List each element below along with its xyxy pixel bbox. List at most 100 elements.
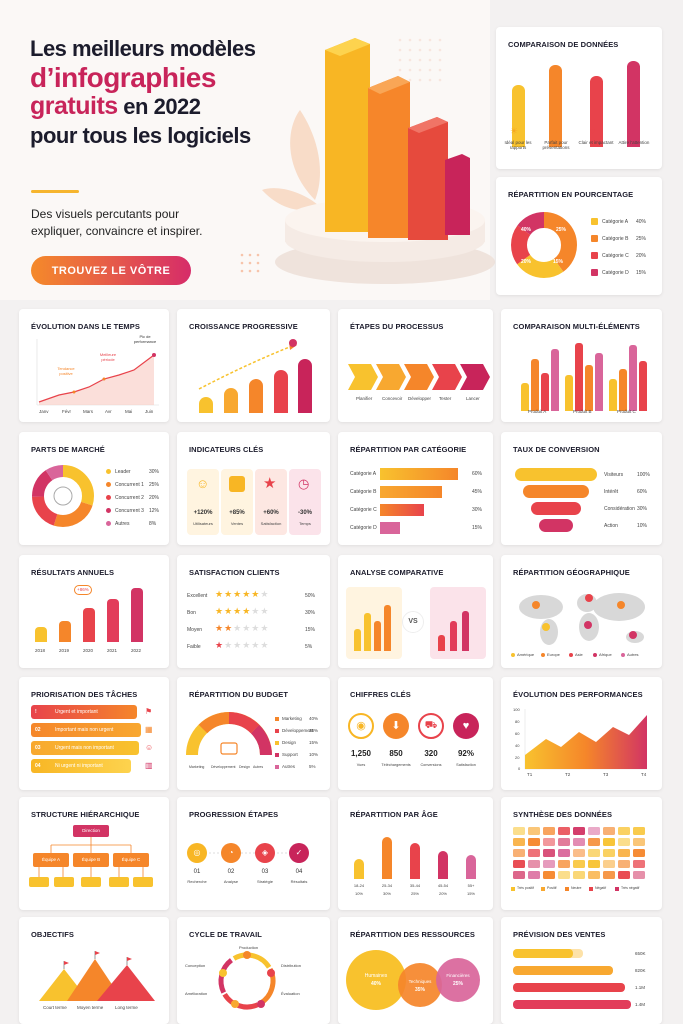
strategy-icon: ◈ xyxy=(255,843,275,863)
star-icon: ★ xyxy=(263,475,277,492)
chart-bar xyxy=(575,343,583,411)
heatmap-cell xyxy=(588,849,600,857)
heatmap-cell xyxy=(573,849,585,857)
star-rating: ★★★★★★ xyxy=(215,640,270,650)
funnel-level xyxy=(539,519,573,532)
cta-button[interactable]: TROUVEZ LE VÔTRE xyxy=(31,256,191,285)
chart-bar xyxy=(590,76,603,147)
card-repartition-age: RÉPARTITION PAR ÂGE 18-24 25-34 35-44 45… xyxy=(338,797,493,910)
user-icon: ☺ xyxy=(145,743,154,752)
card-progression-etapes: PROGRESSION ÉTAPES ◎ ◔ ◈ ✓ 01 02 03 04 R… xyxy=(177,797,330,910)
chart-bar xyxy=(450,621,457,651)
chart-bar xyxy=(380,504,424,516)
priority-row xyxy=(31,741,139,755)
heatmap-cell xyxy=(528,849,540,857)
card-priorisation-taches: PRIORISATION DES TÂCHES ! Urgent et impo… xyxy=(19,677,169,790)
heatmap-cell xyxy=(543,871,555,879)
chart-bar xyxy=(531,359,539,411)
sun-icon: ☀ xyxy=(510,126,519,136)
chart-bar xyxy=(466,855,476,879)
heatmap-cell xyxy=(603,838,615,846)
heatmap-cell xyxy=(603,849,615,857)
donut-chart xyxy=(32,465,94,527)
card-objectifs: OBJECTIFS Court terme Moyen terme Long t… xyxy=(19,917,169,1024)
heatmap-cell xyxy=(528,871,540,879)
user-icon: ☺ xyxy=(196,476,210,491)
heatmap-cell xyxy=(633,860,645,868)
chart-bar xyxy=(438,851,448,879)
cycle-diagram xyxy=(218,951,276,1010)
gauge-chart xyxy=(186,712,272,756)
chart-bar xyxy=(639,361,647,411)
heatmap-cell xyxy=(633,827,645,835)
heatmap-cell xyxy=(573,838,585,846)
analysis-icon: ◔ xyxy=(221,843,241,863)
card-analyse-comparative: ANALYSE COMPARATIVE VS xyxy=(338,555,493,668)
hero-divider xyxy=(31,190,79,193)
funnel-level xyxy=(523,485,589,498)
card-chiffres-cles: CHIFFRES CLÉS ◉ ⬇ ⛟ ♥ 1,250 850 320 92% … xyxy=(338,677,493,790)
chart-bar xyxy=(199,397,213,413)
heatmap-cell xyxy=(588,860,600,868)
mountain-chart xyxy=(39,951,155,1001)
star-rating: ★★★★★★ xyxy=(215,606,270,616)
results-icon: ✓ xyxy=(289,843,309,863)
heatmap-cell xyxy=(528,827,540,835)
heatmap-cell xyxy=(588,871,600,879)
card-repartition-categorie: RÉPARTITION PAR CATÉGORIE Catégorie A 60… xyxy=(338,432,493,545)
heatmap-cell xyxy=(543,838,555,846)
heatmap-cell xyxy=(558,871,570,879)
heatmap-cell xyxy=(633,871,645,879)
chart-bar xyxy=(629,345,637,411)
card-croissance-progressive: CROISSANCE PROGRESSIVE xyxy=(177,309,330,422)
hero-section: Les meilleurs modèles d’infographies gra… xyxy=(0,0,495,300)
chart-bar xyxy=(35,627,47,642)
chart-bar xyxy=(364,613,371,651)
chart-bar xyxy=(224,388,238,413)
area-chart xyxy=(36,339,159,406)
trash-icon: ▥ xyxy=(145,761,153,770)
star-rating: ★★★★★★ xyxy=(215,589,270,599)
card-parts-marche: PARTS DE MARCHÉ Leader 30% Concurrent 1 … xyxy=(19,432,169,545)
chart-bar xyxy=(298,359,312,413)
chart-bar xyxy=(609,379,617,411)
card-cycle-travail: CYCLE DE TRAVAIL Conception Production D… xyxy=(177,917,330,1024)
chart-bar xyxy=(551,349,559,411)
chart-bar xyxy=(585,365,593,411)
heatmap-cell xyxy=(588,827,600,835)
card-synthese-donnees: SYNTHÈSE DES DONNÉES Très positif Positi… xyxy=(501,797,662,910)
heatmap-cell xyxy=(633,849,645,857)
card-satisfaction-clients: SATISFACTION CLIENTS Excellent ★★★★★★ 50… xyxy=(177,555,330,668)
chart-bar xyxy=(380,468,458,480)
heatmap-cell xyxy=(618,860,630,868)
card-prevision-ventes: PRÉVISION DES VENTES 650K 820K 1.1M 1.4M xyxy=(501,917,662,1024)
clock-icon: ◷ xyxy=(298,476,310,491)
download-icon: ⬇ xyxy=(383,713,409,739)
card-repartition-geographique: RÉPARTITION GÉOGRAPHIQUE Amérique Europe… xyxy=(501,555,662,668)
funnel-level xyxy=(515,468,597,481)
heatmap-cell xyxy=(558,827,570,835)
chart-bar xyxy=(107,599,119,642)
heatmap-cell xyxy=(543,860,555,868)
cart-icon: ⛟ xyxy=(418,713,444,739)
heatmap-cell xyxy=(633,838,645,846)
card-evolution-temps: ÉVOLUTION DANS LE TEMPS Tendance positiv… xyxy=(19,309,169,422)
heatmap-cell xyxy=(603,871,615,879)
heatmap-cell xyxy=(603,827,615,835)
chart-bar xyxy=(565,375,573,411)
chart-bar xyxy=(354,859,364,879)
search-icon: ◎ xyxy=(187,843,207,863)
heatmap-cell xyxy=(558,860,570,868)
card-indicateurs-cles: INDICATEURS CLÉS ☺ ★ ◷ +120% +85% +60% -… xyxy=(177,432,330,545)
chart-bar xyxy=(521,383,529,411)
star-icon: ★ xyxy=(627,126,636,136)
chart-bar xyxy=(410,843,420,879)
chart-bar xyxy=(380,486,442,498)
card-comparaison-multi: COMPARAISON MULTI-ÉLÉMENTS Produit A Pro… xyxy=(501,309,662,422)
heatmap-cell xyxy=(513,871,525,879)
card-evolution-performances: ÉVOLUTION DES PERFORMANCES 100 80 60 40 … xyxy=(501,677,662,790)
heatmap-cell xyxy=(618,838,630,846)
heatmap-cell xyxy=(513,827,525,835)
heatmap-cell xyxy=(618,871,630,879)
heatmap-cell xyxy=(558,849,570,857)
